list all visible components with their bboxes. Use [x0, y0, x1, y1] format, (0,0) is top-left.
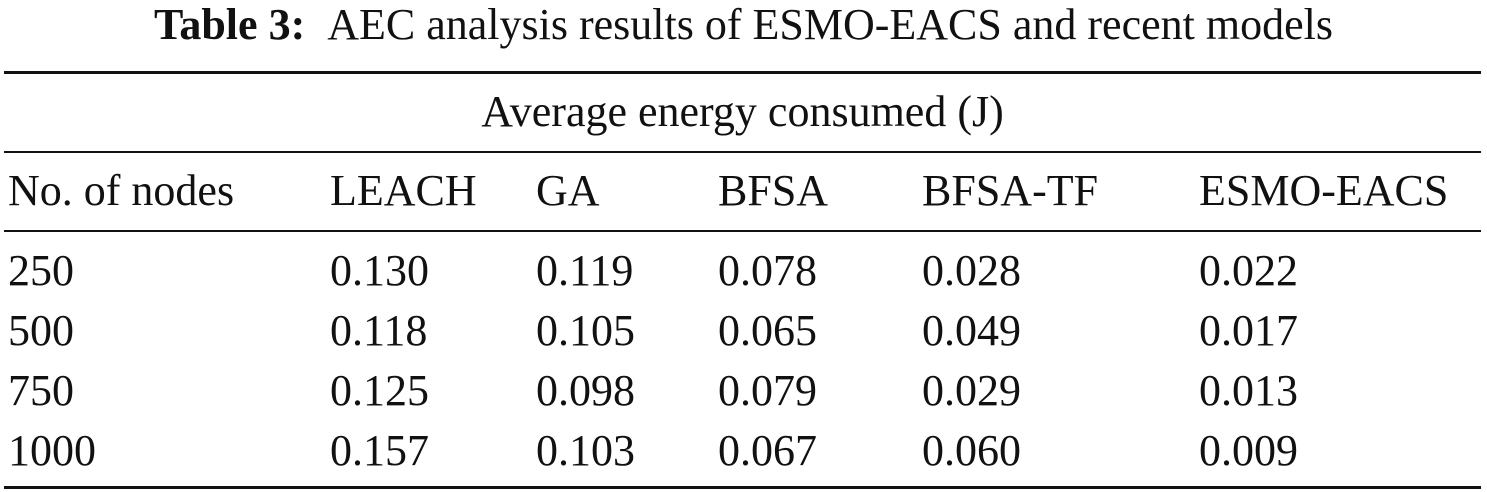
table-caption-label: Table 3:	[154, 0, 306, 49]
column-header-bfsa-tf: BFSA-TF	[922, 166, 1099, 215]
table-caption: Table 3: AEC analysis results of ESMO-EA…	[0, 0, 1487, 56]
table-cell: 0.105	[536, 306, 635, 355]
column-header-ga: GA	[536, 166, 600, 215]
table-top-rule	[4, 71, 1481, 74]
table-cell: 250	[8, 246, 74, 295]
table-cell: 1000	[8, 426, 96, 475]
table-cell: 0.049	[922, 306, 1021, 355]
table-cell: 0.013	[1199, 366, 1298, 415]
table-cell: 750	[8, 366, 74, 415]
table-group-rule	[4, 151, 1481, 153]
table-cell: 0.028	[922, 246, 1021, 295]
table-cell: 0.065	[718, 306, 817, 355]
table-cell: 0.017	[1199, 306, 1298, 355]
table-cell: 0.009	[1199, 426, 1298, 475]
table-cell: 500	[8, 306, 74, 355]
table-caption-text: AEC analysis results of ESMO-EACS and re…	[327, 0, 1333, 49]
table-cell: 0.022	[1199, 246, 1298, 295]
table-cell: 0.130	[330, 246, 429, 295]
table-cell: 0.103	[536, 426, 635, 475]
table-cell: 0.079	[718, 366, 817, 415]
column-header-bfsa: BFSA	[718, 166, 829, 215]
table-cell: 0.125	[330, 366, 429, 415]
column-header-esmo-eacs: ESMO-EACS	[1199, 166, 1449, 215]
table-cell: 0.118	[330, 306, 428, 355]
table-cell: 0.078	[718, 246, 817, 295]
column-header-nodes: No. of nodes	[8, 166, 235, 215]
table-cell: 0.067	[718, 426, 817, 475]
table-cell: 0.157	[330, 426, 429, 475]
table-group-header: Average energy consumed (J)	[481, 87, 1004, 136]
table-cell: 0.060	[922, 426, 1021, 475]
table-cell: 0.098	[536, 366, 635, 415]
table-cell: 0.119	[536, 246, 634, 295]
table-bottom-rule	[4, 486, 1481, 489]
table-cell: 0.029	[922, 366, 1021, 415]
column-header-leach: LEACH	[330, 166, 477, 215]
table-header-rule	[4, 230, 1481, 232]
